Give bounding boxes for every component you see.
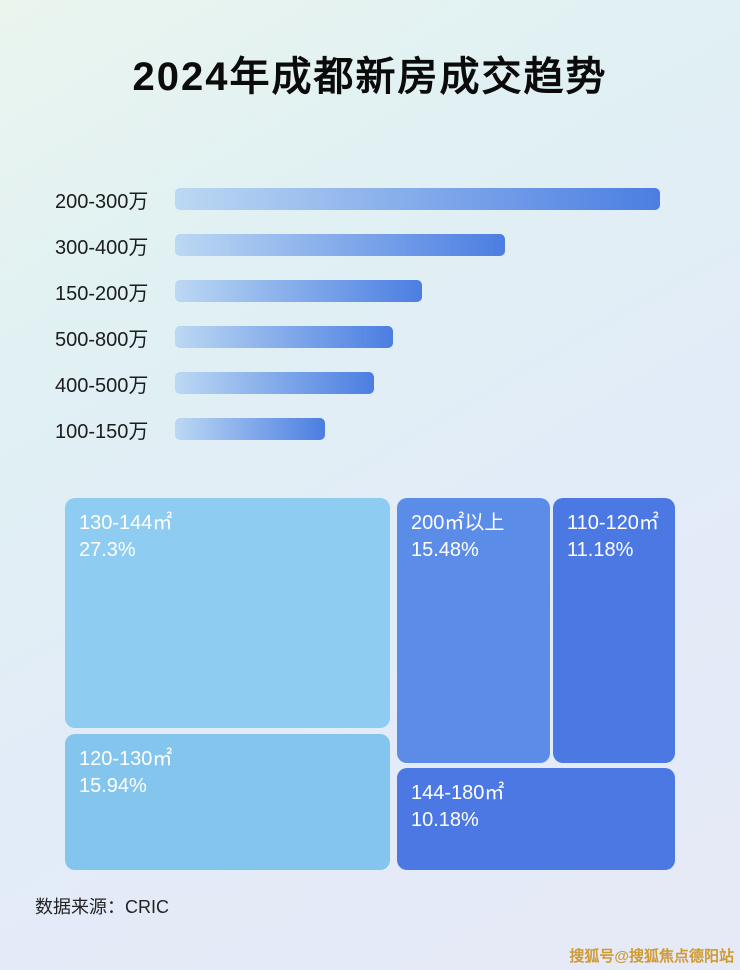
bar-category-label: 150-200万 bbox=[55, 282, 149, 305]
treemap-block-label: 144-180㎡ bbox=[411, 782, 505, 804]
bar-track bbox=[175, 188, 660, 210]
treemap-block-label: 120-130㎡ bbox=[79, 748, 173, 770]
bar-track bbox=[175, 418, 660, 440]
price-range-bar-chart: 200-300万 300-400万 150-200万 500-800万 400-500万… bbox=[55, 176, 685, 452]
treemap-block-value: 15.48% bbox=[411, 539, 479, 561]
bar-track bbox=[175, 326, 660, 348]
bar-category-label: 300-400万 bbox=[55, 236, 149, 259]
bar-row: 200-300万 bbox=[55, 176, 685, 222]
treemap-block: 144-180㎡ 10.18% bbox=[397, 768, 675, 870]
chart-title: 2024年成都新房成交趋势 bbox=[132, 55, 608, 99]
treemap-block: 120-130㎡ 15.94% bbox=[65, 734, 390, 870]
bar bbox=[175, 418, 326, 440]
bar-category-label: 400-500万 bbox=[55, 374, 149, 397]
bar bbox=[175, 280, 423, 302]
bar-track bbox=[175, 280, 660, 302]
bar-track bbox=[175, 372, 660, 394]
bar-row: 300-400万 bbox=[55, 222, 685, 268]
bar bbox=[175, 372, 374, 394]
data-source: 数据来源：CRIC bbox=[35, 897, 169, 917]
bar-category-label: 100-150万 bbox=[55, 420, 149, 443]
treemap-block-value: 10.18% bbox=[411, 809, 479, 831]
bar-track bbox=[175, 234, 660, 256]
treemap-block: 200㎡以上 15.48% bbox=[397, 498, 550, 763]
treemap-block-value: 15.94% bbox=[79, 775, 147, 797]
bar-category-label: 200-300万 bbox=[55, 190, 149, 213]
treemap-block: 130-144㎡ 27.3% bbox=[65, 498, 390, 728]
watermark: 搜狐号@搜狐焦点德阳站 bbox=[569, 948, 734, 965]
treemap-block-label: 110-120㎡ bbox=[567, 512, 659, 534]
treemap-block-label: 130-144㎡ bbox=[79, 512, 173, 534]
treemap-block-label: 200㎡以上 bbox=[411, 512, 505, 534]
bar-row: 150-200万 bbox=[55, 268, 685, 314]
treemap-block: 110-120㎡ 11.18% bbox=[553, 498, 675, 763]
bar-row: 400-500万 bbox=[55, 360, 685, 406]
bar-row: 100-150万 bbox=[55, 406, 685, 452]
treemap-block-value: 27.3% bbox=[79, 539, 136, 561]
bar-category-label: 500-800万 bbox=[55, 328, 149, 351]
bar bbox=[175, 234, 505, 256]
bar bbox=[175, 326, 394, 348]
treemap-block-value: 11.18% bbox=[567, 539, 634, 561]
bar bbox=[175, 188, 660, 210]
floor-area-treemap: 130-144㎡ 27.3% 200㎡以上 15.48% 110-120㎡ 11.18% 1… bbox=[65, 498, 675, 870]
bar-row: 500-800万 bbox=[55, 314, 685, 360]
